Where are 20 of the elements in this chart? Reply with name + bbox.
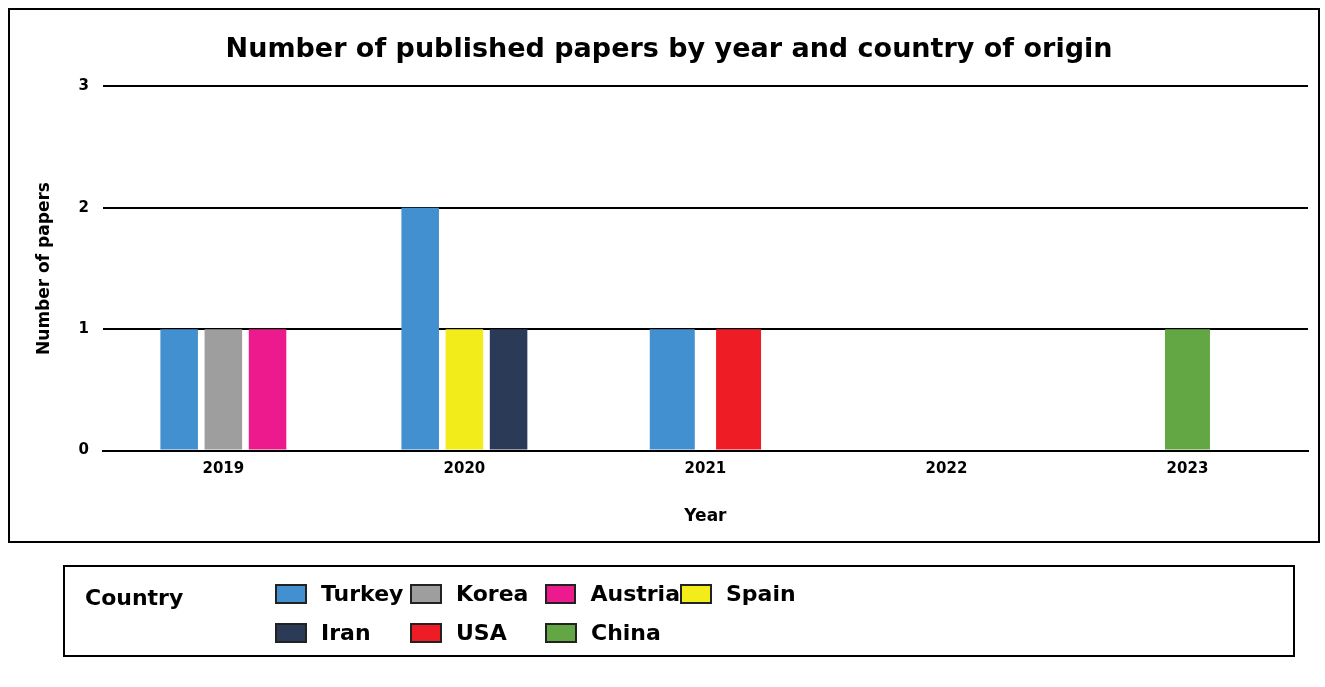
y-tick-label: 3 — [78, 76, 89, 95]
legend-title: Country — [85, 584, 185, 612]
y-tick-label: 2 — [78, 197, 89, 216]
x-tick-label: 2022 — [925, 459, 968, 478]
x-tick-label: 2023 — [1166, 459, 1209, 478]
x-tick-label: 2021 — [684, 459, 727, 478]
legend-label: Korea — [456, 581, 529, 606]
legend-label: China — [591, 620, 661, 645]
legend-label: USA — [456, 620, 507, 645]
y-tick-label: 0 — [78, 440, 89, 459]
x-tick-label: 2019 — [202, 459, 245, 478]
legend-label: Iran — [321, 620, 371, 645]
legend-label: Spain — [726, 581, 796, 606]
y-tick-label: 1 — [78, 319, 89, 338]
legend-label: Austria — [590, 581, 680, 606]
legend-label: Turkey — [321, 581, 404, 606]
x-tick-label: 2020 — [443, 459, 486, 478]
y-axis-title: Number of papers — [32, 182, 53, 355]
x-axis-title: Year — [683, 505, 728, 526]
chart-title: Number of published papers by year and country of origin — [225, 32, 1113, 64]
